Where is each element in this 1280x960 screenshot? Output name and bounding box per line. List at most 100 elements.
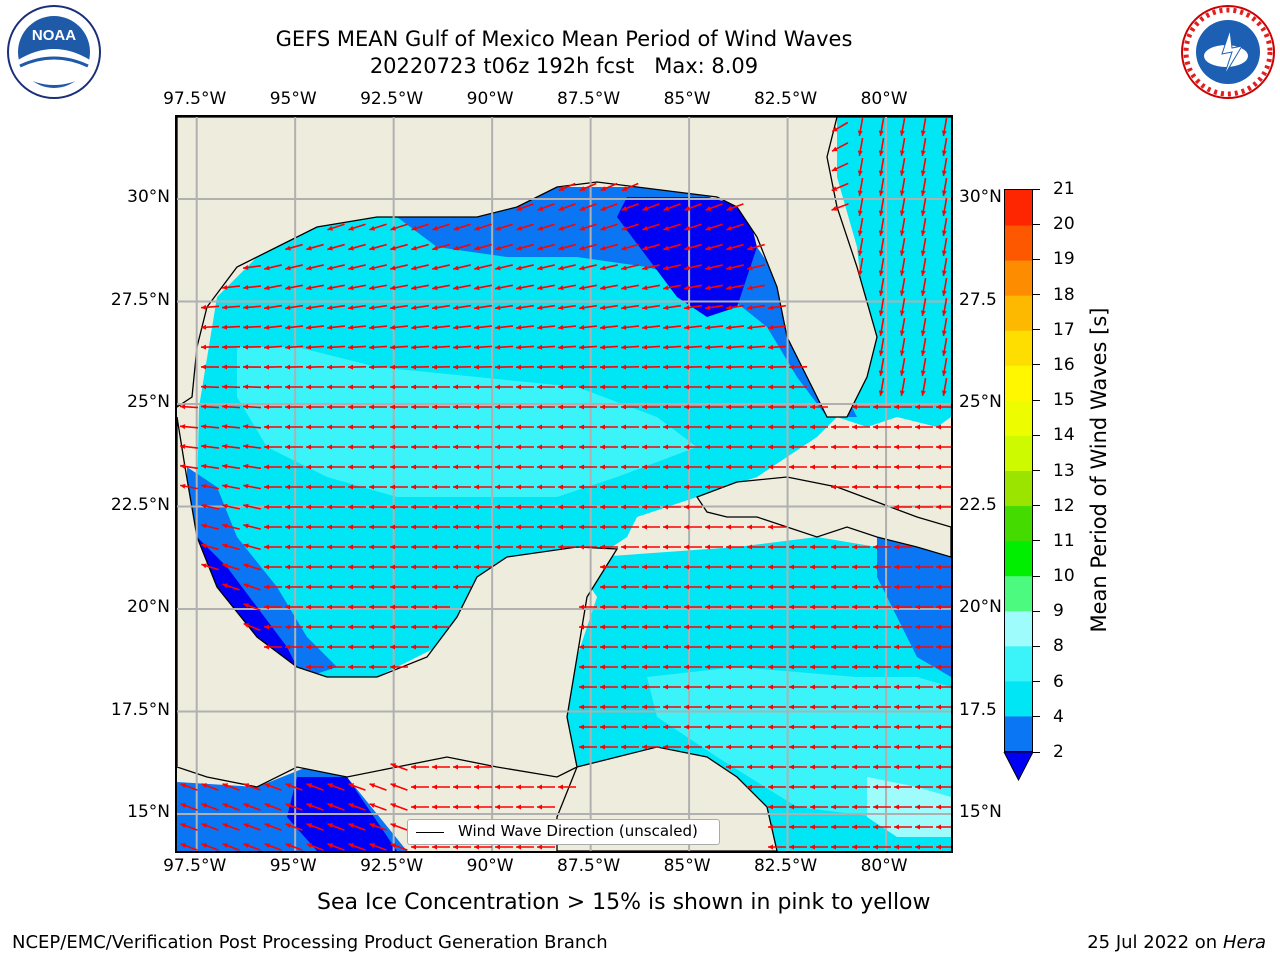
wave-direction-arrowhead (390, 344, 396, 350)
colorbar-swatch (1005, 470, 1032, 507)
wave-direction-arrowhead (621, 324, 627, 330)
wave-direction-arrowhead (936, 484, 941, 490)
wave-direction-arrowhead (768, 364, 774, 370)
wave-direction-arrowhead (642, 504, 647, 510)
wave-direction-arrowhead (411, 764, 416, 770)
wave-direction-arrowhead (894, 844, 899, 850)
wave-direction-arrowhead (306, 504, 311, 510)
wave-direction-arrowhead (789, 564, 794, 570)
wave-direction-arrowhead (453, 285, 459, 291)
wave-direction-arrowhead (920, 310, 926, 316)
wave-direction-arrowhead (789, 784, 794, 790)
wave-direction-arrowhead (873, 584, 878, 590)
wave-direction-arrowhead (852, 484, 857, 490)
wave-direction-arrowhead (768, 464, 773, 470)
wave-direction-arrowhead (327, 783, 334, 788)
wave-direction-arrowhead (789, 664, 794, 670)
wave-direction-arrowhead (684, 664, 689, 670)
wave-direction-arrowhead (264, 803, 271, 808)
wave-direction-arrowhead (453, 245, 459, 251)
wave-direction-arrowhead (453, 524, 458, 530)
wave-direction-arrowhead (915, 504, 920, 510)
wave-direction-arrowhead (243, 364, 249, 370)
chart-subtitle: 20220723 t06z 192h fcst Max: 8.09 (369, 54, 759, 78)
wave-direction-arrowhead (306, 584, 311, 590)
wave-direction-arrowhead (705, 384, 710, 390)
wave-direction-arrowhead (327, 364, 333, 370)
wave-direction-arrowhead (684, 384, 689, 390)
wave-direction-arrowhead (264, 504, 269, 510)
wave-direction-arrowhead (894, 404, 899, 410)
wave-direction-arrowhead (474, 764, 479, 770)
wave-direction-arrowhead (369, 823, 376, 828)
wave-direction-arrowhead (537, 245, 543, 251)
wave-direction-arrowhead (327, 404, 332, 410)
wave-direction-arrowhead (873, 844, 878, 850)
wave-direction-arrowhead (873, 604, 878, 610)
wave-direction-arrowhead (369, 424, 374, 430)
wave-direction-arrowhead (390, 424, 395, 430)
wave-direction-arrowhead (831, 704, 836, 710)
wave-direction-arrowhead (831, 644, 836, 650)
wave-direction-arrowhead (899, 150, 905, 156)
wave-direction-arrowhead (873, 424, 878, 430)
wave-direction-arrowhead (920, 170, 926, 176)
wave-direction-arrowhead (768, 844, 773, 850)
wave-direction-arrowhead (600, 344, 606, 350)
wave-direction-arrowhead (201, 783, 208, 788)
wave-direction-arrowhead (621, 186, 628, 191)
wave-direction-arrowhead (390, 404, 395, 410)
wave-direction-arrowhead (474, 784, 479, 790)
wave-direction-arrowhead (222, 803, 229, 808)
wave-direction-arrowhead (600, 544, 605, 550)
wave-direction-arrowhead (894, 744, 899, 750)
wave-direction-arrowhead (537, 344, 543, 350)
wave-direction-arrowhead (852, 624, 857, 630)
wave-direction-arrowhead (243, 823, 250, 828)
wave-direction-arrowhead (243, 324, 249, 330)
wave-direction-arrowhead (327, 604, 332, 610)
wave-direction-arrowhead (621, 504, 626, 510)
wave-direction-arrowhead (878, 150, 884, 156)
wave-direction-arrowhead (684, 724, 689, 730)
wave-direction-arrowhead (264, 324, 270, 330)
wave-direction-arrowhead (285, 803, 292, 808)
wave-direction-arrowhead (726, 744, 731, 750)
wave-direction-arrowhead (453, 424, 458, 430)
wave-direction-arrowhead (873, 704, 878, 710)
wave-direction-arrowhead (810, 704, 815, 710)
wave-direction-arrowhead (453, 844, 458, 850)
wave-direction-arrowhead (264, 484, 269, 490)
wave-direction-arrowhead (705, 245, 711, 251)
wave-direction-arrowhead (705, 265, 711, 271)
wave-direction-arrowhead (600, 644, 605, 650)
colorbar-tick-mark (1033, 575, 1040, 577)
wave-direction-arrowhead (432, 524, 437, 530)
wave-direction-arrowhead (621, 484, 626, 490)
wave-direction-arrowhead (369, 225, 375, 231)
wave-direction-arrowhead (558, 186, 565, 191)
chart-title: GEFS MEAN Gulf of Mexico Mean Period of … (275, 27, 853, 51)
wave-direction-arrowhead (474, 384, 479, 390)
wave-direction-arrowhead (369, 384, 374, 390)
wave-direction-arrowhead (621, 664, 626, 670)
wave-direction-arrowhead (857, 190, 863, 196)
wave-direction-arrowhead (941, 270, 947, 276)
wave-direction-arrowhead (579, 624, 584, 630)
wave-direction-arrowhead (243, 384, 249, 390)
wave-direction-arrowhead (264, 644, 269, 650)
wave-direction-arrowhead (558, 444, 563, 450)
wave-direction-arrowhead (768, 305, 774, 311)
colorbar-tick-label: 19 (1053, 249, 1075, 270)
wave-direction-arrowhead (920, 270, 926, 276)
wave-direction-arrowhead (600, 484, 605, 490)
wave-direction-arrowhead (369, 664, 374, 670)
wave-direction-arrowhead (558, 225, 564, 231)
wave-direction-arrowhead (390, 803, 397, 808)
lon-tick-bottom: 82.5°W (753, 856, 818, 876)
colorbar-swatches (1005, 190, 1032, 752)
wave-direction-arrowhead (852, 464, 857, 470)
wave-direction-arrowhead (878, 290, 884, 296)
wave-direction-arrowhead (899, 230, 905, 236)
wave-direction-arrowhead (285, 444, 290, 450)
